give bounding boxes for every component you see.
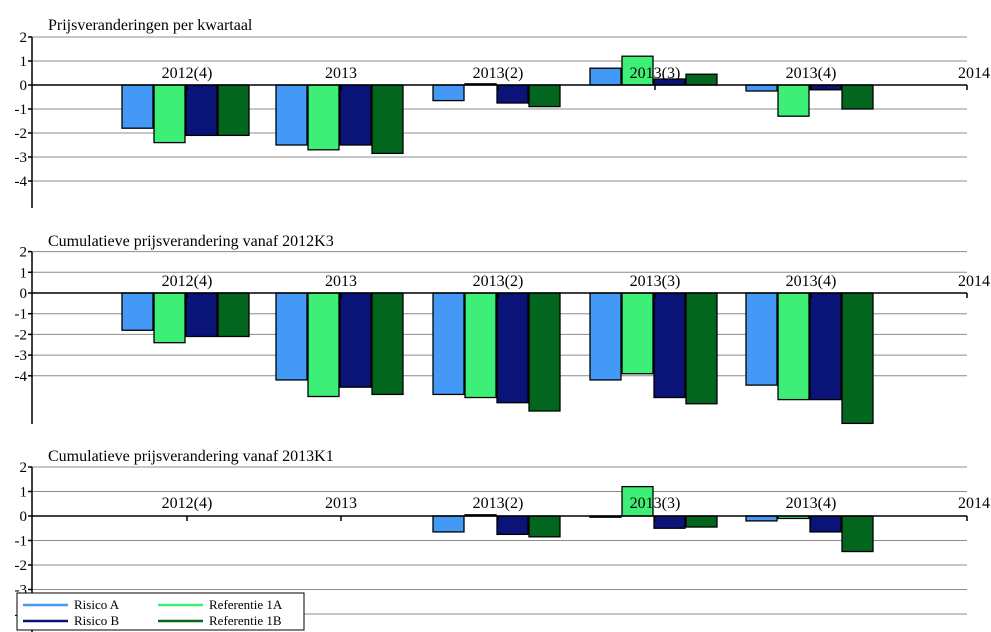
bar-risico-b-2012(4) xyxy=(185,84,218,137)
y-tick-label: 0 xyxy=(20,286,28,302)
bar-risico-b-2013(4) xyxy=(809,292,842,401)
y-tick-label: -2 xyxy=(15,126,28,142)
y-tick-label: 1 xyxy=(20,265,28,281)
bar-referentie-1a-2013(4) xyxy=(777,292,810,401)
bar-risico-a-2013(2) xyxy=(432,515,465,533)
bar-referentie-1a-2013 xyxy=(307,84,340,151)
y-tick-label: 0 xyxy=(20,509,28,525)
y-tick-label: -4 xyxy=(15,174,28,190)
bar-risico-a-2013(4) xyxy=(745,292,778,386)
bar-referentie-1b-2013(2) xyxy=(528,515,561,538)
x-category-label: 2013(3) xyxy=(630,273,681,290)
bar-referentie-1a-2013(2) xyxy=(464,292,497,399)
x-category-label: 2013(4) xyxy=(786,495,837,512)
bar-risico-b-2013(2) xyxy=(496,84,529,104)
bar-risico-a-2012(4) xyxy=(121,292,154,331)
y-tick-label: -2 xyxy=(15,558,28,574)
bar-referentie-1a-2013(3) xyxy=(621,55,654,86)
y-tick-label: -1 xyxy=(15,534,28,550)
bar-referentie-1a-2013(3) xyxy=(621,292,654,375)
bar-referentie-1b-2013(3) xyxy=(685,292,718,405)
y-tick-label: 2 xyxy=(20,30,28,46)
x-category-label: 2013(2) xyxy=(473,65,524,82)
y-tick-label: -1 xyxy=(15,102,28,118)
bar-referentie-1b-2013(2) xyxy=(528,84,561,108)
bar-risico-a-2013 xyxy=(275,292,308,381)
bar-referentie-1a-2012(4) xyxy=(153,292,186,344)
x-category-label: 2012(4) xyxy=(162,65,213,82)
legend-label: Risico A xyxy=(74,597,120,612)
y-tick-label: 1 xyxy=(20,485,28,501)
x-category-label: 2013(3) xyxy=(630,495,681,512)
y-tick-label: 2 xyxy=(20,245,28,261)
bar-risico-b-2013(2) xyxy=(496,292,529,404)
bar-risico-b-2013(2) xyxy=(496,515,529,536)
bar-referentie-1b-2013(4) xyxy=(841,84,874,110)
bar-risico-b-2013(3) xyxy=(653,292,686,399)
bar-referentie-1a-2012(4) xyxy=(153,84,186,144)
legend-label: Referentie 1B xyxy=(209,613,282,628)
bar-referentie-1b-2013(3) xyxy=(685,73,718,86)
x-category-label: 2013 xyxy=(325,65,357,82)
bar-risico-b-2013 xyxy=(339,292,372,388)
bar-referentie-1a-2013(3) xyxy=(621,485,654,517)
bar-risico-b-2012(4) xyxy=(185,292,218,338)
y-tick-label: -3 xyxy=(15,150,28,166)
x-category-label: 2013 xyxy=(325,273,357,290)
bar-risico-b-2013(3) xyxy=(653,515,686,529)
legend: Risico A Referentie 1A Risico B Referentie … xyxy=(16,592,305,631)
bar-risico-a-2013(3) xyxy=(589,292,622,381)
legend-label: Referentie 1A xyxy=(209,597,283,612)
chart-title: Prijsveranderingen per kwartaal xyxy=(48,17,253,34)
bar-referentie-1b-2013(4) xyxy=(841,292,874,425)
y-tick-label: -1 xyxy=(15,307,28,323)
x-category-label: 2013(4) xyxy=(786,273,837,290)
bar-referentie-1b-2013 xyxy=(371,292,404,396)
x-category-label: 2014 xyxy=(958,65,990,82)
bar-referentie-1b-2012(4) xyxy=(217,84,250,137)
x-category-label: 2013(2) xyxy=(473,495,524,512)
x-category-label: 2013(3) xyxy=(630,65,681,82)
x-category-label: 2012(4) xyxy=(162,273,213,290)
bar-referentie-1b-2012(4) xyxy=(217,292,250,338)
y-tick-label: -4 xyxy=(15,369,28,385)
legend-label: Risico B xyxy=(74,613,119,628)
x-category-label: 2013 xyxy=(325,495,357,512)
y-tick-label: 1 xyxy=(20,54,28,70)
bar-referentie-1b-2013 xyxy=(371,84,404,155)
bar-referentie-1a-2013(4) xyxy=(777,84,810,117)
x-category-label: 2012(4) xyxy=(162,495,213,512)
bar-risico-b-2013 xyxy=(339,84,372,146)
y-tick-label: -3 xyxy=(15,348,28,364)
bar-referentie-1b-2013(2) xyxy=(528,292,561,412)
chart-title: Cumulatieve prijsverandering vanaf 2012K… xyxy=(48,233,334,250)
chart-title: Cumulatieve prijsverandering vanaf 2013K… xyxy=(48,448,334,465)
x-category-label: 2014 xyxy=(958,273,990,290)
bar-risico-b-2013(4) xyxy=(809,515,842,533)
y-tick-label: -2 xyxy=(15,327,28,343)
bar-risico-a-2013(2) xyxy=(432,84,465,102)
chart-panel-2: 2 1 0 -1 -2 -3 -4 Cumulatieve prijsverandering … xyxy=(15,233,990,425)
bar-risico-a-2013(3) xyxy=(589,67,622,86)
bar-risico-a-2012(4) xyxy=(121,84,154,129)
legend-box xyxy=(16,592,305,631)
x-category-label: 2014 xyxy=(958,495,990,512)
x-category-label: 2013(2) xyxy=(473,273,524,290)
bar-risico-a-2013 xyxy=(275,84,308,146)
bar-risico-a-2013(4) xyxy=(745,84,778,92)
bar-referentie-1b-2013(4) xyxy=(841,515,874,553)
bar-referentie-1b-2013(3) xyxy=(685,515,718,528)
chart-panel-1: 2 1 0 -1 -2 -3 -4 Prijsveranderingen per kwarta… xyxy=(15,17,990,208)
bar-risico-a-2013(2) xyxy=(432,292,465,396)
y-tick-label: 0 xyxy=(20,78,28,94)
x-category-label: 2013(4) xyxy=(786,65,837,82)
bar-referentie-1a-2013 xyxy=(307,292,340,398)
y-tick-label: 2 xyxy=(20,460,28,476)
